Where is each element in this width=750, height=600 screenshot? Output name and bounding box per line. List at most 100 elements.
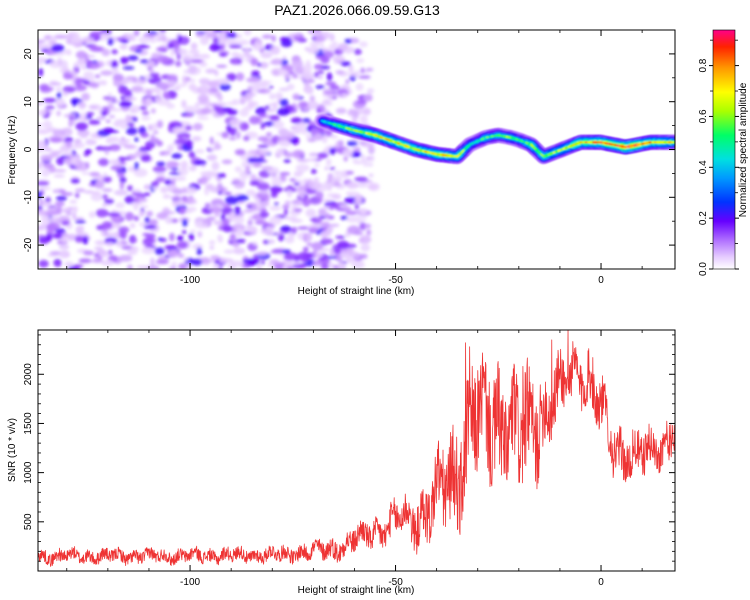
noise-blob bbox=[317, 75, 324, 80]
noise-blob bbox=[213, 30, 223, 33]
noise-blob bbox=[138, 210, 145, 218]
noise-blob bbox=[195, 149, 205, 154]
noise-blob bbox=[52, 233, 64, 239]
noise-blob bbox=[332, 55, 346, 64]
noise-blob bbox=[339, 204, 349, 209]
noise-blob bbox=[62, 91, 69, 97]
noise-blob bbox=[188, 151, 196, 159]
noise-blob bbox=[259, 61, 269, 69]
noise-blob bbox=[100, 146, 112, 152]
noise-blob bbox=[117, 172, 125, 178]
noise-blob bbox=[88, 211, 96, 219]
noise-blob bbox=[352, 264, 363, 268]
colorbar-tick-label: 0.6 bbox=[698, 109, 709, 123]
noise-blob bbox=[221, 159, 233, 165]
noise-blob bbox=[178, 167, 189, 176]
noise-blob bbox=[198, 78, 211, 85]
noise-blob bbox=[367, 162, 374, 167]
noise-blob bbox=[164, 80, 178, 85]
noise-blob bbox=[42, 120, 53, 129]
noise-blob bbox=[214, 211, 221, 218]
noise-blob bbox=[354, 176, 368, 182]
noise-blob bbox=[206, 154, 218, 161]
noise-blob bbox=[186, 200, 193, 204]
noise-blob bbox=[224, 40, 239, 44]
noise-blob bbox=[329, 167, 336, 170]
noise-blob bbox=[330, 134, 338, 139]
noise-blob bbox=[152, 166, 167, 173]
noise-blob bbox=[309, 217, 320, 222]
noise-blob bbox=[75, 192, 80, 199]
noise-blob bbox=[150, 134, 156, 143]
noise-blob bbox=[55, 263, 62, 267]
y-tick-label: 1000 bbox=[23, 461, 34, 484]
noise-blob bbox=[358, 75, 371, 79]
noise-blob bbox=[368, 182, 380, 191]
noise-blob bbox=[53, 174, 65, 178]
noise-blob bbox=[127, 185, 133, 192]
noise-blob bbox=[101, 110, 107, 117]
noise-blob bbox=[304, 233, 313, 242]
colorbar-tick-label: 0.8 bbox=[698, 58, 709, 72]
noise-blob bbox=[111, 49, 118, 55]
noise-blob bbox=[282, 204, 290, 209]
noise-blob bbox=[38, 181, 50, 186]
noise-blob bbox=[74, 235, 84, 243]
noise-blob bbox=[368, 173, 374, 178]
noise-blob bbox=[123, 97, 137, 101]
noise-blob bbox=[236, 72, 245, 81]
noise-blob bbox=[353, 215, 367, 223]
noise-blob bbox=[192, 54, 201, 58]
noise-blob bbox=[307, 47, 320, 54]
noise-blob bbox=[230, 260, 244, 268]
noise-blob bbox=[308, 226, 319, 233]
noise-blob bbox=[256, 263, 262, 269]
noise-blob bbox=[142, 237, 154, 247]
noise-blob bbox=[337, 262, 345, 269]
noise-blob bbox=[200, 171, 209, 177]
noise-blob bbox=[118, 140, 127, 144]
noise-blob bbox=[90, 192, 103, 202]
noise-blob bbox=[117, 84, 125, 93]
noise-blob bbox=[334, 48, 344, 56]
noise-blob bbox=[134, 49, 143, 53]
noise-blob bbox=[364, 223, 372, 229]
noise-blob bbox=[313, 177, 319, 182]
noise-blob bbox=[54, 201, 65, 207]
noise-blob bbox=[271, 179, 283, 187]
noise-blob bbox=[278, 68, 288, 76]
noise-blob bbox=[216, 64, 228, 68]
noise-blob bbox=[261, 165, 273, 171]
noise-blob bbox=[261, 34, 273, 39]
noise-blob bbox=[59, 244, 68, 249]
noise-blob bbox=[133, 168, 148, 178]
noise-blob bbox=[281, 249, 291, 255]
noise-blob bbox=[109, 144, 121, 152]
noise-blob bbox=[302, 246, 309, 252]
noise-blob bbox=[365, 67, 374, 72]
noise-blob bbox=[185, 76, 191, 81]
noise-blob bbox=[175, 60, 182, 67]
noise-blob bbox=[347, 140, 358, 147]
noise-blob bbox=[38, 140, 47, 148]
noise-blob bbox=[65, 33, 74, 40]
noise-blob bbox=[38, 57, 47, 63]
noise-blob bbox=[322, 238, 334, 245]
noise-blob bbox=[236, 39, 250, 46]
noise-blob bbox=[295, 164, 310, 172]
noise-blob bbox=[157, 32, 164, 37]
noise-blob bbox=[152, 122, 158, 131]
noise-blob bbox=[317, 70, 325, 75]
noise-blob bbox=[234, 205, 241, 215]
noise-blob bbox=[168, 266, 177, 269]
y-tick-label: 20 bbox=[23, 48, 34, 60]
noise-blob bbox=[111, 67, 119, 76]
noise-blob bbox=[289, 178, 296, 182]
noise-blob bbox=[46, 222, 61, 230]
noise-blob bbox=[270, 250, 282, 254]
noise-blob bbox=[357, 183, 369, 188]
snr-plot-area bbox=[38, 330, 675, 567]
noise-blob bbox=[362, 159, 369, 168]
noise-blob bbox=[137, 198, 148, 203]
noise-blob bbox=[46, 233, 53, 242]
